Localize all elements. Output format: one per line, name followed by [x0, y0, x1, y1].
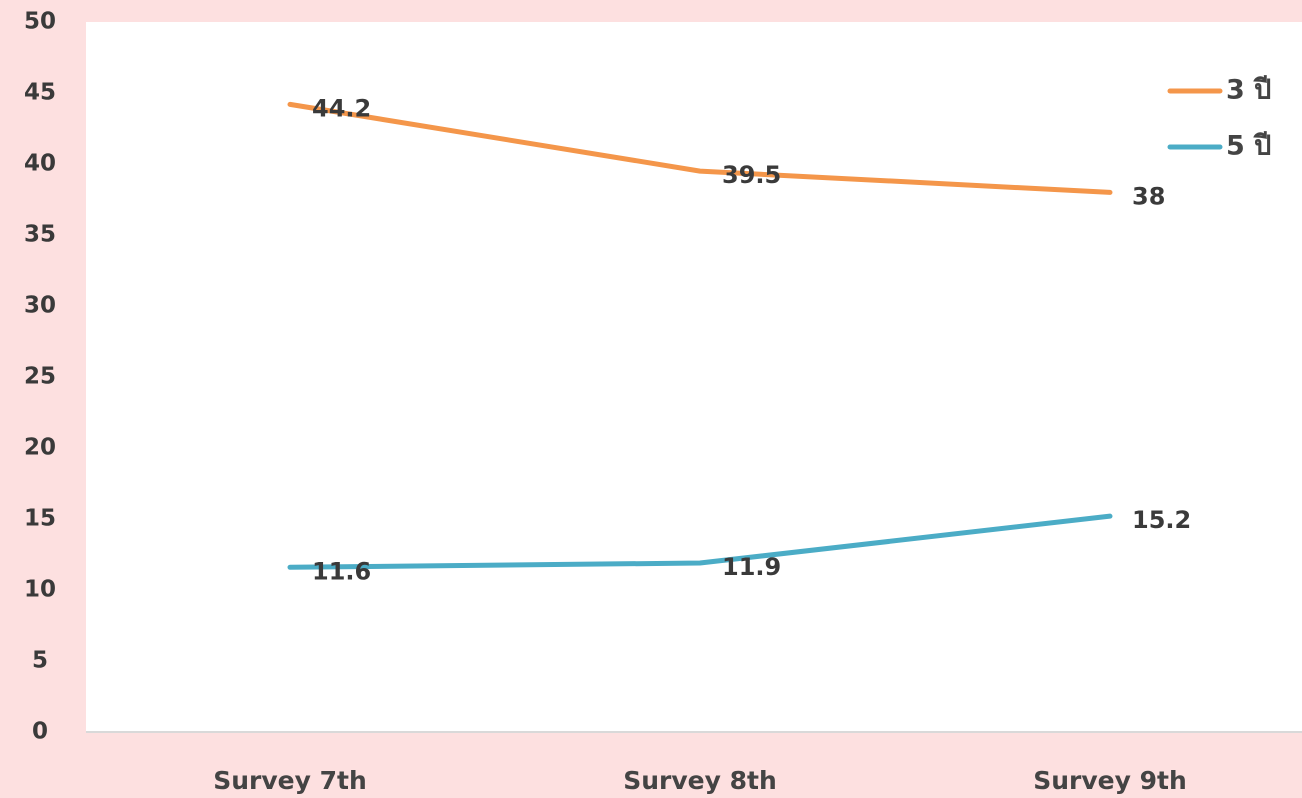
y-tick-label: 5 [32, 648, 48, 674]
y-tick-label: 50 [24, 9, 56, 35]
series-line [287, 513, 1113, 570]
y-tick-label: 30 [24, 293, 56, 319]
series-line [287, 101, 1113, 195]
plot-area [86, 22, 1302, 732]
y-tick-label: 40 [24, 151, 56, 177]
y-tick-label: 20 [24, 435, 56, 461]
y-tick-label: 0 [32, 719, 48, 745]
data-label: 11.9 [722, 553, 781, 581]
y-tick-label: 35 [24, 222, 56, 248]
data-label: 38 [1132, 182, 1165, 210]
legend-label: 3 ปี [1226, 75, 1271, 106]
data-label: 11.6 [312, 557, 371, 585]
y-tick-label: 25 [24, 364, 56, 390]
y-tick-label: 45 [24, 80, 56, 106]
x-tick-label: Survey 8th [623, 766, 777, 795]
data-label: 44.2 [312, 94, 371, 122]
data-label: 39.5 [722, 161, 781, 189]
data-label: 15.2 [1132, 506, 1191, 534]
legend-label: 5 ปี [1226, 131, 1271, 162]
x-tick-label: Survey 9th [1033, 766, 1187, 795]
y-tick-label: 15 [24, 506, 56, 532]
x-tick-label: Survey 7th [213, 766, 367, 795]
y-tick-label: 10 [24, 577, 56, 603]
